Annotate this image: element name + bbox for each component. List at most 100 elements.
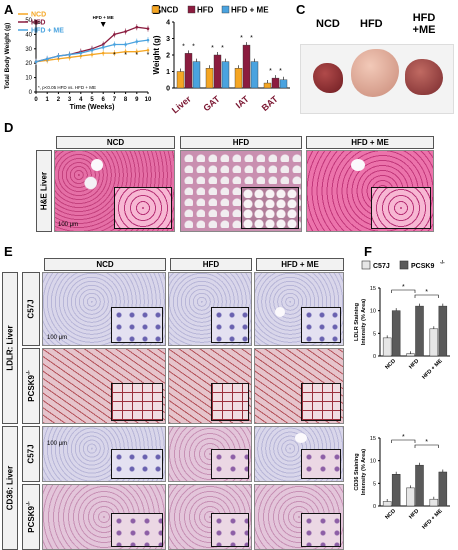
b-bar (234, 67, 243, 89)
f1-bar (438, 305, 448, 357)
ihc-inset (111, 307, 163, 343)
f1-bracket (414, 294, 439, 298)
ihc-inset (211, 513, 249, 547)
he-image-ncd: 100 μm (54, 150, 175, 232)
e-row-label-c57-1: C57J (22, 272, 40, 346)
e-col-header-ncd: NCD (44, 258, 166, 271)
a-y-tick-label: 0 (29, 90, 33, 96)
e-group-label-cd36: CD36: Liver (2, 426, 18, 550)
ihc-inset (301, 513, 341, 547)
b-significance-star: * (240, 35, 243, 42)
a-x-tick-label: 6 (102, 97, 106, 103)
ihc-inset (301, 383, 341, 421)
f-legend-label: PCSK9 (411, 263, 434, 270)
f-legend-superscript: -/- (440, 260, 445, 266)
f2-bar (438, 471, 448, 507)
ihc-scale-bar: 100 μm (47, 441, 68, 447)
f1-x-tick-label: HFD + ME (421, 358, 444, 381)
pcsk9-text: PCSK9 (26, 506, 36, 533)
b-bar (221, 61, 230, 89)
f1-bar (391, 310, 401, 357)
f2-y-tick-label: 5 (373, 481, 376, 487)
d-row-label-text: H&E Liver (39, 171, 49, 211)
f2-y-tick-label: 0 (373, 504, 376, 510)
photo-label-me-line1: HFD (412, 12, 436, 24)
f2-y-tick-label: 10 (370, 459, 376, 465)
e-row-label-pcsk9-2: PCSK9-/- (22, 484, 40, 550)
f1-x-tick-label: HFD (408, 358, 420, 370)
f1-y-tick-label: 0 (373, 354, 376, 360)
ihc-ldlr-pcsk9-hfd (168, 348, 252, 424)
b-significance-star: * (221, 45, 224, 52)
a-x-tick-label: 0 (34, 97, 38, 103)
b-bar (192, 61, 201, 89)
f1-y-axis-label-1: LDLR Staining (354, 303, 360, 341)
d-col-header-hfd: HFD (180, 136, 302, 149)
d-col-header-ncd: NCD (56, 136, 175, 149)
f1-y-tick-label: 15 (370, 286, 376, 292)
b-y-tick-label: 2 (166, 53, 170, 60)
b-significance-star: * (192, 43, 195, 50)
pcsk9-superscript: -/- (26, 370, 33, 376)
d-row-label: H&E Liver (36, 150, 52, 232)
a-y-tick-label: 40 (25, 32, 32, 38)
ihc-inset (301, 307, 341, 343)
f2-y-tick-label: 15 (370, 436, 376, 442)
ihc-cd36-pcsk9-me (254, 484, 344, 550)
a-x-tick-label: 10 (145, 97, 152, 103)
a-x-tick-label: 4 (79, 97, 83, 103)
e-group-label-ldlr-text: LDLR: Liver (5, 325, 15, 371)
photo-background (300, 44, 454, 114)
b-x-tick-label: Liver (170, 94, 193, 116)
b-bar (271, 77, 280, 89)
b-bar (213, 54, 222, 89)
f-legend-swatch (361, 260, 371, 270)
e-group-label-cd36-text: CD36: Liver (5, 465, 15, 511)
b-legend-label: NCD (161, 6, 179, 15)
a-significance-star: * (113, 52, 116, 59)
a-significance-star: * (124, 52, 127, 59)
ihc-inset (211, 383, 249, 421)
b-bar (205, 67, 214, 89)
b-y-axis-label: Weight (g) (152, 35, 161, 74)
b-legend-swatch (187, 5, 196, 14)
b-x-tick-label: IAT (234, 94, 251, 111)
ihc-cd36-pcsk9-ncd (42, 484, 166, 550)
b-y-tick-label: 4 (166, 20, 170, 27)
liver-hfd-image (351, 49, 399, 97)
ihc-ldlr-c57-ncd: 100 μm (42, 272, 166, 346)
b-significance-star: * (182, 43, 185, 50)
ihc-ldlr-c57-hfd (168, 272, 252, 346)
panel-label-f: F (364, 244, 372, 259)
ihc-scale-bar: 100 μm (47, 335, 68, 341)
a-y-tick-label: 50 (25, 18, 32, 24)
e-row-label-pcsk9-1: PCSK9-/- (22, 348, 40, 424)
f1-bar (415, 305, 424, 357)
e-row-label-c57-2: C57J (22, 426, 40, 482)
f2-bar (415, 464, 424, 507)
ihc-ldlr-c57-me (254, 272, 344, 346)
vessel (91, 159, 103, 171)
a-x-tick-label: 2 (57, 97, 61, 103)
f1-bar (406, 353, 415, 357)
photo-label-me-line2: +ME (412, 24, 436, 36)
f2-x-tick-label: HFD + ME (421, 508, 444, 531)
b-significance-star: * (211, 45, 214, 52)
b-x-tick-label: GAT (201, 94, 222, 114)
ihc-inset (111, 513, 163, 547)
vessel (275, 307, 285, 317)
b-y-tick-label: 3 (166, 36, 170, 43)
he-image-hfd (180, 150, 302, 232)
b-x-tick-label: BAT (260, 94, 280, 113)
a-y-axis-label: Total Body Weight (g) (4, 23, 11, 90)
f1-significance-star: * (425, 289, 428, 296)
a-significance-star: * (147, 52, 150, 59)
vessel (295, 433, 307, 443)
f1-bar (382, 337, 392, 357)
b-legend-label: HFD (197, 6, 214, 15)
b-y-tick-label: 0 (166, 86, 170, 93)
f-legend-swatch (399, 260, 409, 270)
b-legend-swatch (151, 5, 160, 14)
a-legend-label: HFD + ME (31, 28, 64, 35)
a-y-tick-label: 30 (25, 47, 32, 53)
